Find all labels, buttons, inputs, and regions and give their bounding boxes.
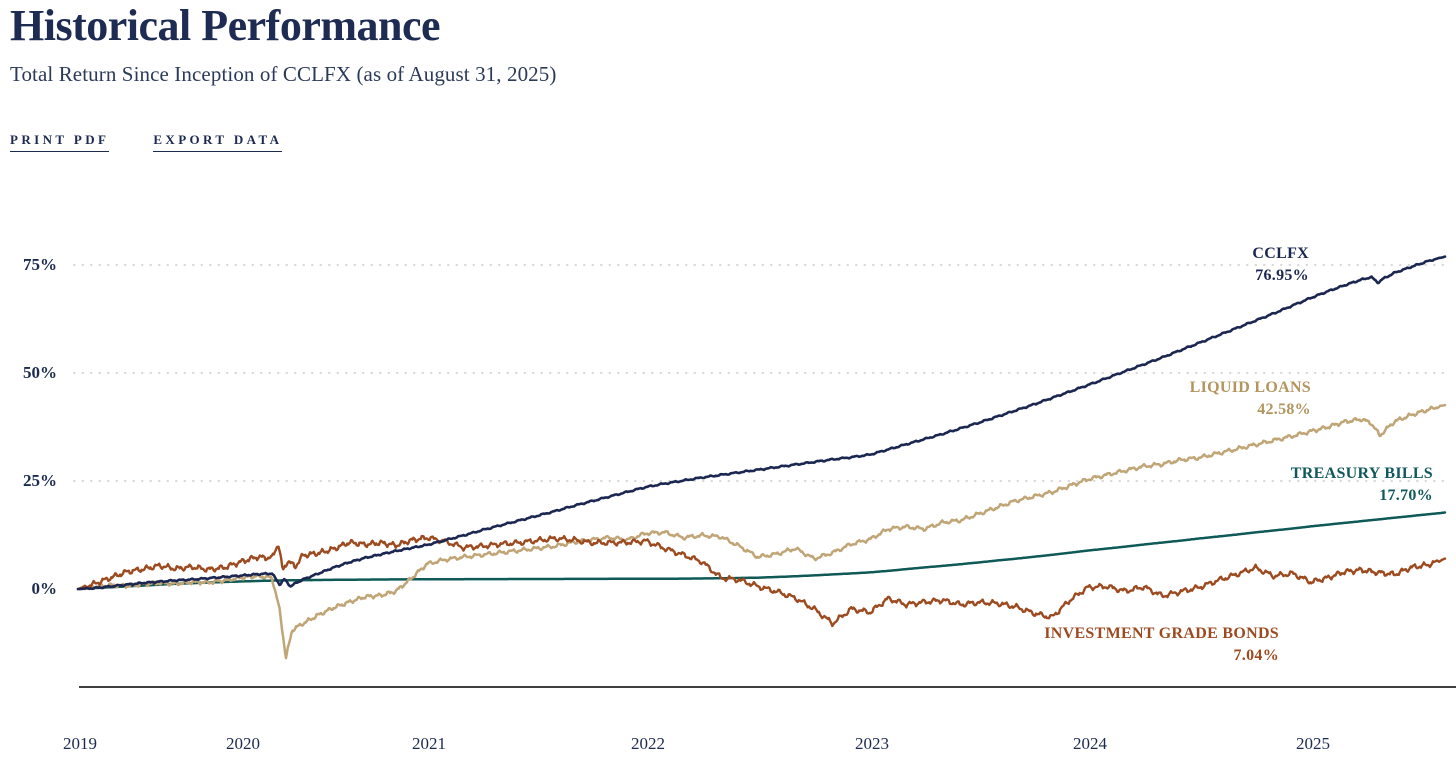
series-label-treasury-bills: TREASURY BILLS 17.70%	[1291, 463, 1433, 507]
x-axis-tick-2024: 2024	[1073, 734, 1107, 753]
series-name: INVESTMENT GRADE BONDS	[1044, 625, 1279, 642]
y-axis-tick-0: 0%	[31, 579, 58, 598]
y-axis-tick-50: 50%	[23, 363, 57, 382]
series-line-treasury-bills	[76, 511, 1447, 591]
series-label-investment-grade-bonds: INVESTMENT GRADE BONDS 7.04%	[1044, 623, 1279, 667]
y-axis-tick-75: 75%	[23, 255, 57, 274]
series-label-liquid-loans: LIQUID LOANS 42.58%	[1190, 377, 1311, 421]
export-data-link[interactable]: EXPORT DATA	[153, 132, 283, 152]
header: Historical Performance Total Return Sinc…	[10, 1, 557, 87]
series-final-value: 76.95%	[1255, 267, 1309, 284]
page-title: Historical Performance	[10, 1, 441, 50]
action-links: PRINT PDF EXPORT DATA	[10, 132, 283, 152]
x-axis-tick-2021: 2021	[412, 734, 446, 753]
x-axis-tick-2019: 2019	[63, 734, 97, 753]
page-subtitle: Total Return Since Inception of CCLFX (a…	[10, 62, 557, 87]
series-line-investment-grade-bonds	[76, 534, 1447, 628]
x-axis-tick-2022: 2022	[631, 734, 665, 753]
series-final-value: 17.70%	[1379, 487, 1433, 504]
series-final-value: 7.04%	[1233, 647, 1279, 664]
x-axis-tick-2023: 2023	[855, 734, 889, 753]
x-axis-tick-2025: 2025	[1296, 734, 1330, 753]
series-final-value: 42.58%	[1257, 401, 1311, 418]
series-line-liquid-loans	[76, 403, 1447, 660]
series-name: LIQUID LOANS	[1189, 379, 1311, 396]
x-axis-tick-2020: 2020	[226, 734, 260, 753]
series-name: TREASURY BILLS	[1290, 465, 1433, 482]
y-axis-tick-25: 25%	[23, 471, 57, 490]
print-pdf-link[interactable]: PRINT PDF	[10, 132, 110, 152]
series-name: CCLFX	[1252, 245, 1309, 262]
series-line-cclfx	[76, 255, 1447, 591]
series-label-cclfx: CCLFX 76.95%	[1252, 243, 1309, 287]
